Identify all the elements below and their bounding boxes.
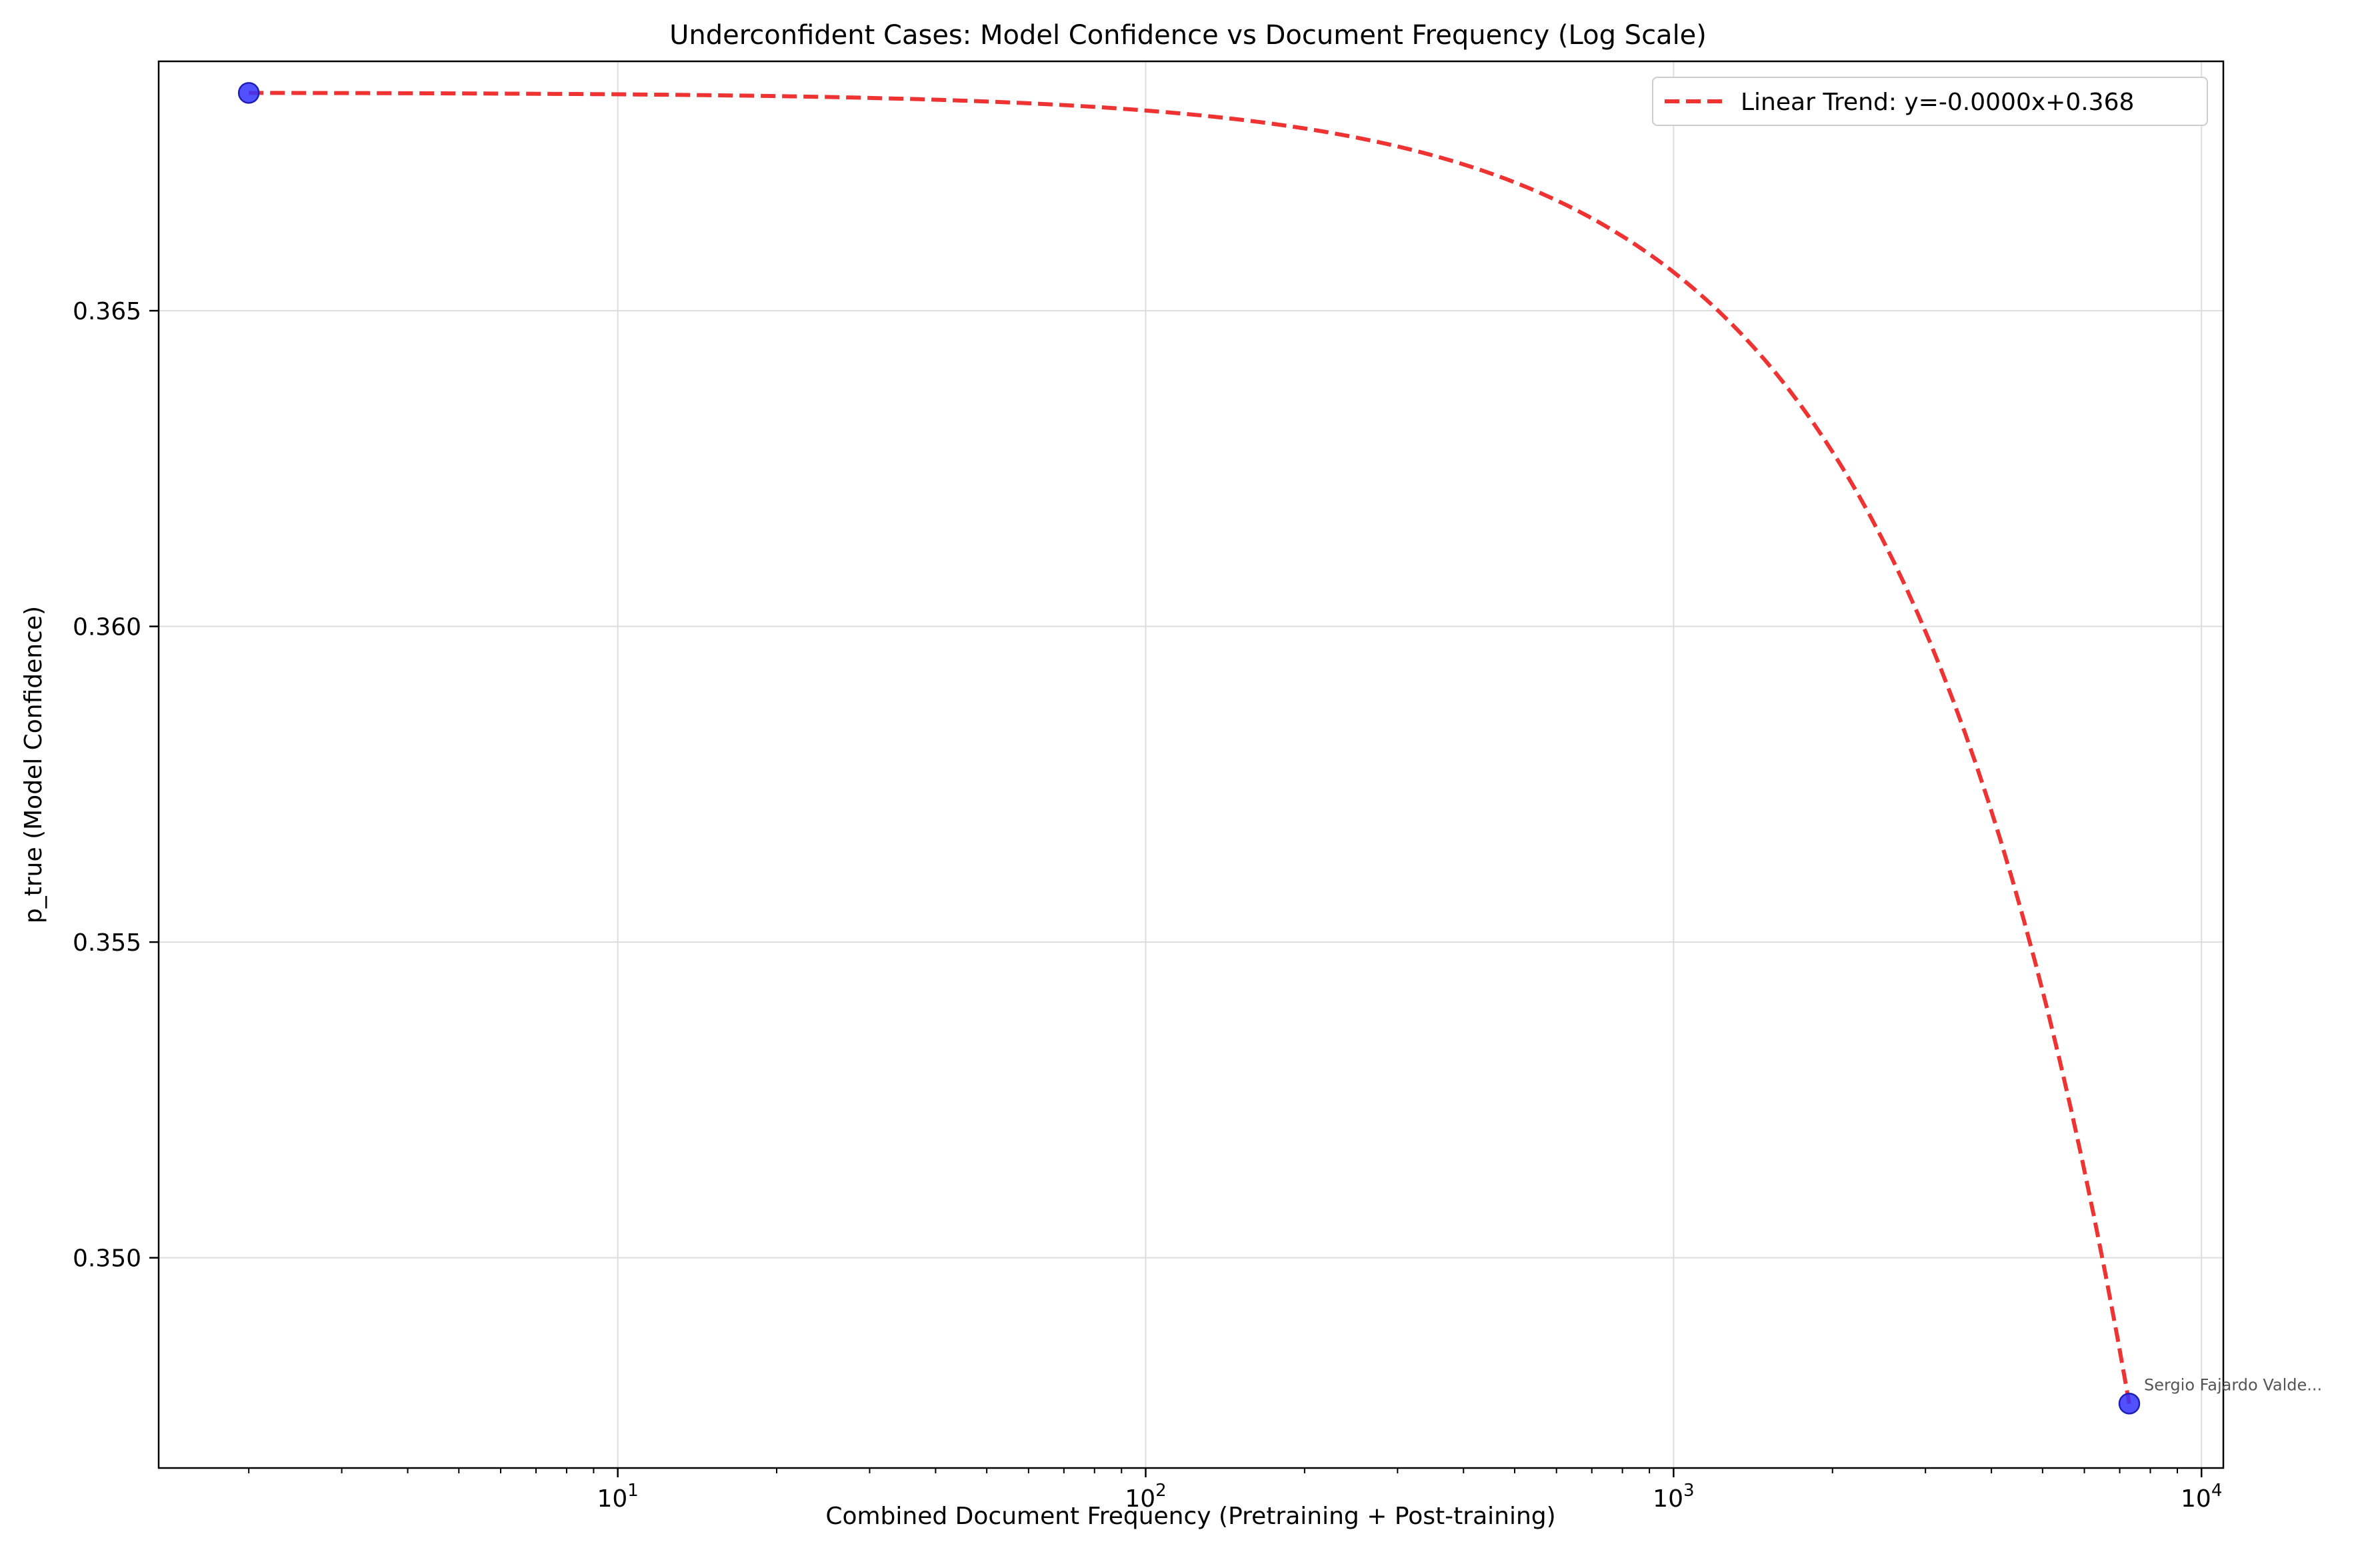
plot-frame [157,60,2225,1469]
scatter-point [2118,1393,2141,1415]
trend-line [249,91,2131,1405]
x-tick-label: 103 [1653,1481,1694,1513]
grid-lines [159,61,2223,1468]
data-points [237,82,2141,1415]
legend-box [1652,77,2208,126]
legend: Linear Trend: y=-0.0000x+0.368 [1652,77,2208,126]
y-tick-label: 0.355 [73,929,141,957]
y-tick-label: 0.360 [73,614,141,641]
y-tick-label: 0.350 [73,1245,141,1273]
x-tick-label: 101 [597,1481,638,1513]
x-tick-label: 104 [2181,1481,2222,1513]
chart-title: Underconfident Cases: Model Confidence v… [669,20,1707,51]
y-tick-label: 0.365 [73,298,141,325]
scatter-point [237,82,260,104]
axis-ticks: 101 102 103 104 0.350 0.355 0.360 0.365 [73,298,2222,1513]
x-axis-label: Combined Document Frequency (Pretraining… [825,1503,1555,1530]
y-axis-label: p_true (Model Confidence) [20,606,47,923]
point-annotation: Sergio Fajardo Valde... [2144,1375,2322,1394]
legend-label: Linear Trend: y=-0.0000x+0.368 [1741,89,2134,116]
x-tick-label: 102 [1125,1481,1166,1513]
